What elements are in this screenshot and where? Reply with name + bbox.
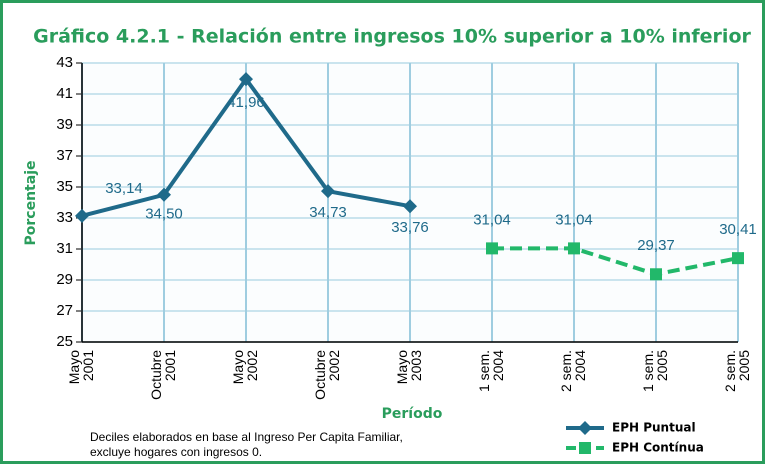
x-tick-label: Mayo2002: [230, 350, 260, 384]
x-tick-label: 1 sem.2004: [476, 350, 506, 392]
x-tick-label: 2 sem.2005: [722, 350, 752, 392]
y-tick-label: 37: [56, 147, 73, 164]
y-tick-label: 27: [56, 302, 73, 319]
y-tick-label: 35: [56, 178, 73, 195]
value-label: 31,04: [555, 211, 593, 228]
marker: [579, 442, 591, 454]
y-axis-label: Porcentaje: [23, 161, 39, 246]
y-tick-label: 39: [56, 116, 73, 133]
chart-title: Gráfico 4.2.1 - Relación entre ingresos …: [33, 26, 751, 48]
marker: [650, 268, 662, 281]
y-tick-label: 41: [56, 85, 73, 102]
x-tick-label: Octubre2001: [148, 350, 178, 400]
marker: [732, 252, 744, 265]
value-label: 33,76: [391, 219, 429, 236]
legend-label: EPH Puntual: [612, 421, 696, 435]
value-label: 41,96: [227, 94, 265, 111]
y-tick-label: 31: [56, 240, 73, 257]
y-tick-label: 33: [56, 209, 73, 226]
x-axis-label: Período: [382, 406, 443, 422]
marker: [157, 187, 171, 202]
value-label: 29,37: [637, 237, 675, 254]
value-label: 34,50: [145, 206, 183, 223]
marker: [321, 184, 335, 199]
x-tick-label: 1 sem.2005: [640, 350, 670, 392]
y-tick-label: 29: [56, 271, 73, 288]
note: Deciles elaborados en base al Ingreso Pe…: [90, 430, 403, 444]
marker: [75, 208, 89, 223]
note: excluye hogares con ingresos 0.: [90, 445, 262, 459]
marker: [403, 199, 417, 214]
value-label: 30,41: [719, 221, 757, 238]
value-label: 31,04: [473, 211, 511, 228]
x-tick-label: Octubre2002: [312, 350, 342, 400]
x-tick-label: Mayo2003: [394, 350, 424, 384]
value-label: 34,73: [309, 204, 347, 221]
marker: [578, 421, 592, 435]
y-tick-label: 43: [56, 54, 73, 71]
marker: [568, 242, 580, 255]
marker: [486, 242, 498, 255]
legend-label: EPH Contínua: [612, 441, 704, 455]
value-label: 33,14: [105, 180, 143, 197]
series-line: [492, 246, 739, 277]
x-tick-label: Mayo2001: [66, 350, 96, 384]
y-tick-label: 25: [56, 333, 73, 350]
x-tick-label: 2 sem.2004: [558, 350, 588, 392]
marker: [239, 72, 253, 87]
